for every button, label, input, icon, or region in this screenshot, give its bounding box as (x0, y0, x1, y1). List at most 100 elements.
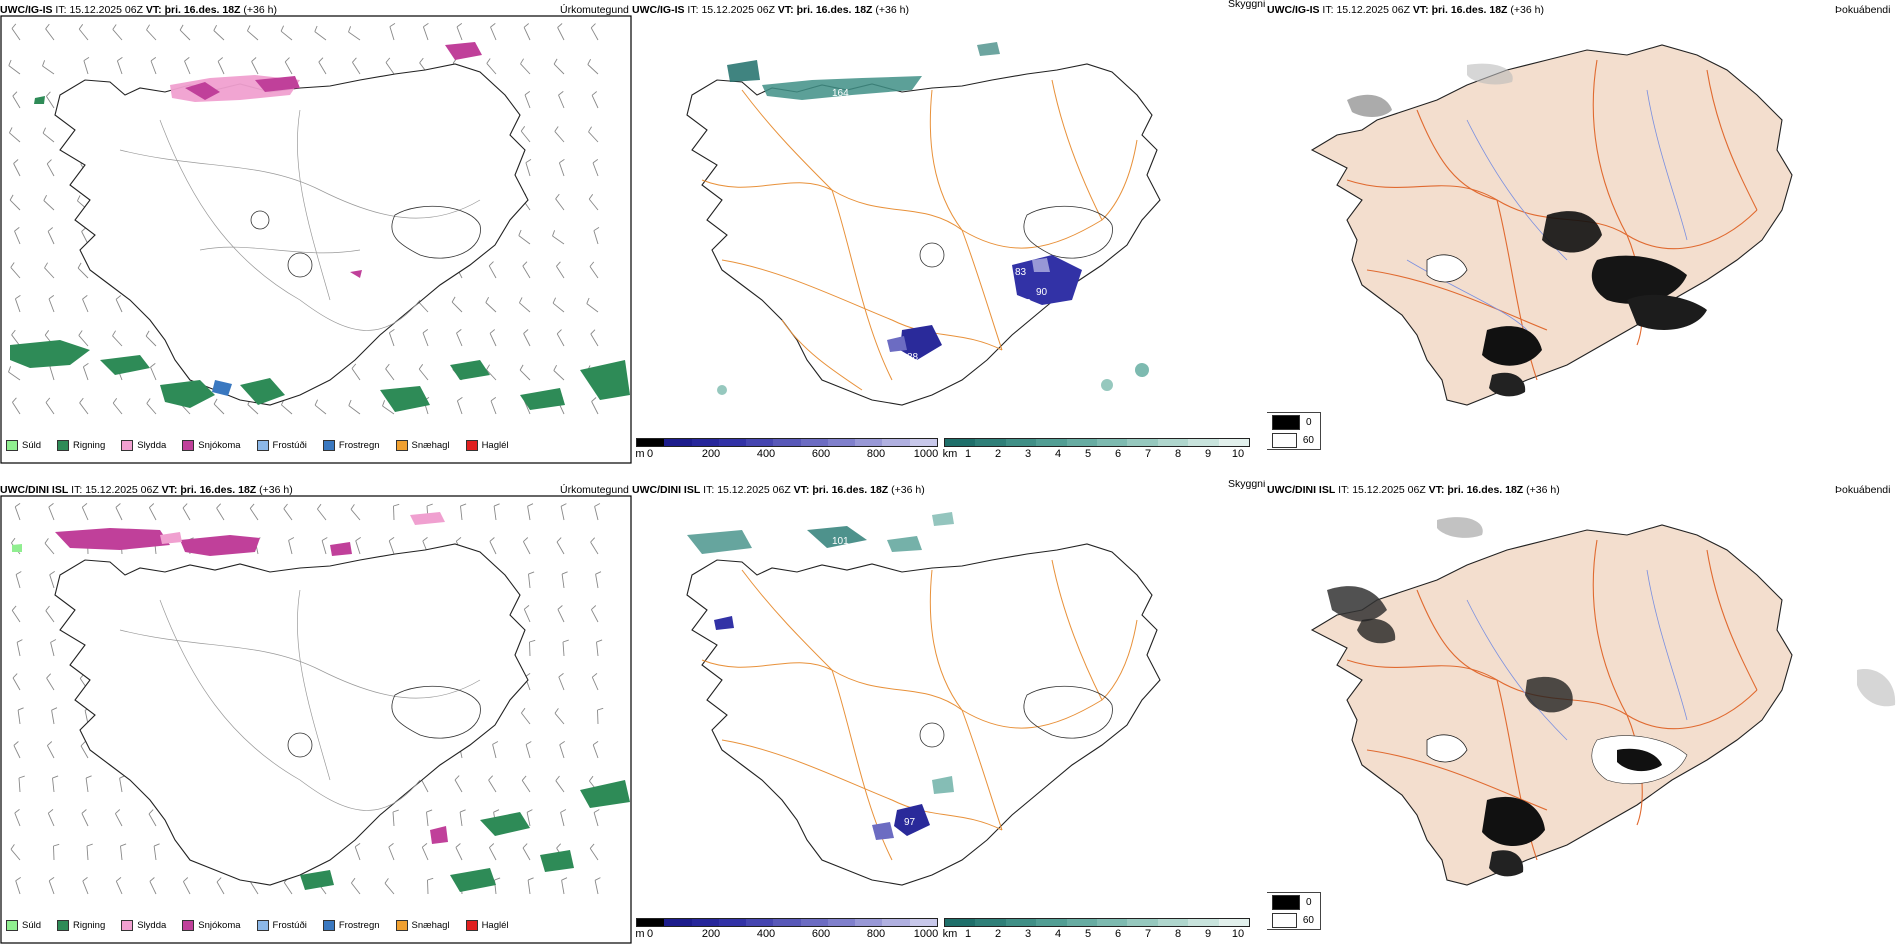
visibility-map: 164 83 90 10 88 (686, 42, 1161, 406)
legend-swatch (322, 920, 335, 931)
fog-legend-swatch (1272, 912, 1297, 928)
fog-legend-row: 60 (1267, 911, 1320, 929)
model-name: UWC/IG-IS (1267, 4, 1320, 16)
legend-item: Frostúði (256, 920, 307, 931)
colorbar-tick: 600 (811, 448, 831, 460)
colorbar-tick: 6 (1114, 928, 1122, 940)
legend-swatch (57, 920, 70, 931)
map-value-label: 90 (1036, 287, 1048, 298)
colorbar-tick: 200 (701, 928, 721, 940)
fog-legend-label: 60 (1302, 434, 1314, 446)
precip-type-panel-row2: UWC/DINI ISL IT: 15.12.2025 06Z VT: þri.… (0, 480, 632, 950)
fog-panel-row2: UWC/DINI ISL IT: 15.12.2025 06Z VT: þri.… (1267, 480, 1900, 950)
valid-time-label: VT: (1412, 4, 1429, 16)
colorbar-tick: 0 (646, 448, 654, 460)
legend-swatch (465, 440, 478, 451)
valid-time: þri. 16.des. 18Z (1447, 484, 1524, 496)
colorbar-tick: 7 (1144, 928, 1152, 940)
legend-swatch (182, 920, 195, 931)
colorbar-tick: 4 (1054, 448, 1062, 460)
road-network (701, 559, 1138, 861)
map-value-label: 10 (1020, 298, 1032, 309)
panel-title: Úrkomutegund (560, 484, 629, 496)
legend-swatch (395, 920, 408, 931)
colorbar-tick: 4 (1054, 928, 1062, 940)
ceiling-colorbar: m 0 200 400 600 800 1000 (635, 918, 939, 941)
valid-time-label: VT: (793, 484, 810, 496)
ceiling-colorbar-cells (636, 438, 938, 447)
colorbar-tick: 1 (964, 928, 972, 940)
visibility-panel-row2: UWC/DINI ISL IT: 15.12.2025 06Z VT: þri.… (632, 480, 1267, 950)
init-time: 15.12.2025 06Z (701, 4, 775, 16)
init-time-label: IT: (71, 484, 83, 496)
visibility-ticks: km 1 2 3 4 5 6 7 8 9 10 (943, 447, 1250, 461)
legend-swatch (182, 440, 195, 451)
valid-time: þri. 16.des. 18Z (164, 4, 241, 16)
colorbar-tick: 200 (701, 448, 721, 460)
visibility-colorbar-cells (944, 918, 1250, 927)
visibility-colorbar-cells (944, 438, 1250, 447)
panel-header: UWC/IG-IS IT: 15.12.2025 06Z VT: þri. 16… (1267, 0, 1544, 20)
lead-time: (+36 h) (243, 4, 277, 16)
valid-time: þri. 16.des. 18Z (180, 484, 257, 496)
map-value-label: 83 (1015, 267, 1027, 278)
visibility-panel-row1: UWC/IG-IS IT: 15.12.2025 06Z VT: þri. 16… (632, 0, 1267, 470)
panel-header: UWC/DINI ISL IT: 15.12.2025 06Z VT: þri.… (0, 480, 293, 500)
legend-swatch (57, 440, 70, 451)
fog-legend-row: 0 (1267, 893, 1320, 911)
legend-item: Snjókoma (182, 920, 241, 931)
legend-label: Frostúði (272, 920, 307, 931)
colorbar-tick: 2 (994, 928, 1002, 940)
map-value-label: 88 (907, 352, 919, 363)
panel-title: Skyggni (1228, 0, 1266, 10)
colorbar-tick: 10 (1231, 448, 1245, 460)
valid-time-label: VT: (1428, 484, 1445, 496)
init-time: 15.12.2025 06Z (1352, 484, 1426, 496)
colorbar-tick: 400 (756, 928, 776, 940)
colorbar-tick: 3 (1024, 928, 1032, 940)
legend-swatch (395, 440, 408, 451)
legend-swatch (121, 440, 134, 451)
legend-label: Frostregn (338, 920, 380, 931)
visibility-ticks: km 1 2 3 4 5 6 7 8 9 10 (943, 927, 1250, 941)
model-name: UWC/DINI ISL (632, 484, 701, 496)
legend-item: Rigning (57, 920, 105, 931)
colorbar-tick: 400 (756, 448, 776, 460)
panel-title: Skyggni (1228, 480, 1266, 490)
legend-swatch (6, 440, 18, 451)
legend-label: Frostregn (338, 440, 380, 451)
colorbar-tick: 9 (1204, 448, 1212, 460)
model-name: UWC/DINI ISL (0, 484, 69, 496)
precip-type-legend: Súld Rigning Slydda Snjókoma Frostúði Fr… (6, 920, 519, 931)
fog-legend: 0 60 (1267, 412, 1321, 450)
fog-legend-swatch (1272, 432, 1297, 448)
panel-header: UWC/DINI ISL IT: 15.12.2025 06Z VT: þri.… (1267, 480, 1560, 500)
fog-legend-label: 0 (1306, 416, 1312, 428)
ceiling-ticks: m 0 200 400 600 800 1000 (635, 927, 939, 941)
fog-legend-row: 60 (1267, 431, 1320, 449)
legend-item: Snæhagl (395, 440, 450, 451)
legend-item: Frostregn (322, 440, 380, 451)
colorbar-tick: 8 (1174, 448, 1182, 460)
colorbar-tick: 9 (1204, 928, 1212, 940)
fog-legend-label: 60 (1302, 914, 1314, 926)
init-time-label: IT: (1338, 484, 1350, 496)
init-time: 15.12.2025 06Z (69, 4, 143, 16)
map-value-label: 164 (832, 88, 849, 99)
panel-header: UWC/DINI ISL IT: 15.12.2025 06Z VT: þri.… (632, 480, 925, 500)
road-network (701, 79, 1138, 391)
precip-type-legend: Súld Rigning Slydda Snjókoma Frostúði Fr… (6, 440, 519, 451)
init-time: 15.12.2025 06Z (1336, 4, 1410, 16)
colorbar-tick: 0 (646, 928, 654, 940)
legend-item: Haglél (465, 920, 509, 931)
legend-label: Súld (22, 920, 42, 931)
colorbar-tick: 5 (1084, 928, 1092, 940)
ceiling-colorbar-cells (636, 918, 938, 927)
colorbar-tick: 8 (1174, 928, 1182, 940)
panel-title: Þokuábendi (1835, 484, 1891, 496)
valid-time-label: VT: (145, 4, 162, 16)
legend-item: Frostúði (256, 440, 307, 451)
legend-item: Snjókoma (182, 440, 241, 451)
colorbar-tick: 1000 (913, 928, 939, 940)
init-time-label: IT: (687, 4, 699, 16)
